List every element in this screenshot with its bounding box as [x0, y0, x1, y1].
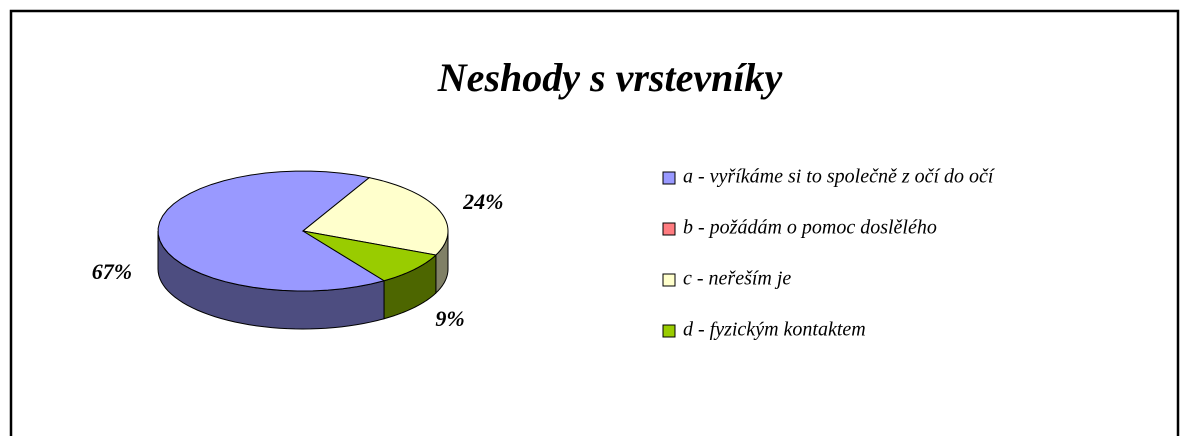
legend-label: b - požádám o pomoc doslělého — [683, 217, 937, 239]
legend-swatch — [662, 222, 676, 236]
legend: a - vyříkáme si to společně z očí do očí… — [662, 166, 996, 341]
pie-slice — [301, 177, 449, 256]
data-label: 9% — [435, 306, 464, 331]
pie: 67% 24% 9% — [92, 170, 503, 331]
data-label: 24% — [462, 189, 503, 214]
chart-frame — [9, 9, 1180, 436]
legend-swatch — [662, 273, 676, 287]
legend-label: a - vyříkáme si to společně z očí do očí — [683, 166, 996, 188]
pie-slice — [302, 230, 437, 282]
legend-label: d - fyzickým kontaktem — [683, 319, 866, 341]
legend-label: c - neřeším je — [683, 268, 791, 290]
data-label: 67% — [92, 259, 132, 284]
legend-swatch — [662, 324, 676, 338]
chart-title: Neshody s vrstevníky — [437, 55, 783, 100]
pie-slice — [157, 170, 386, 292]
legend-swatch — [662, 171, 676, 185]
